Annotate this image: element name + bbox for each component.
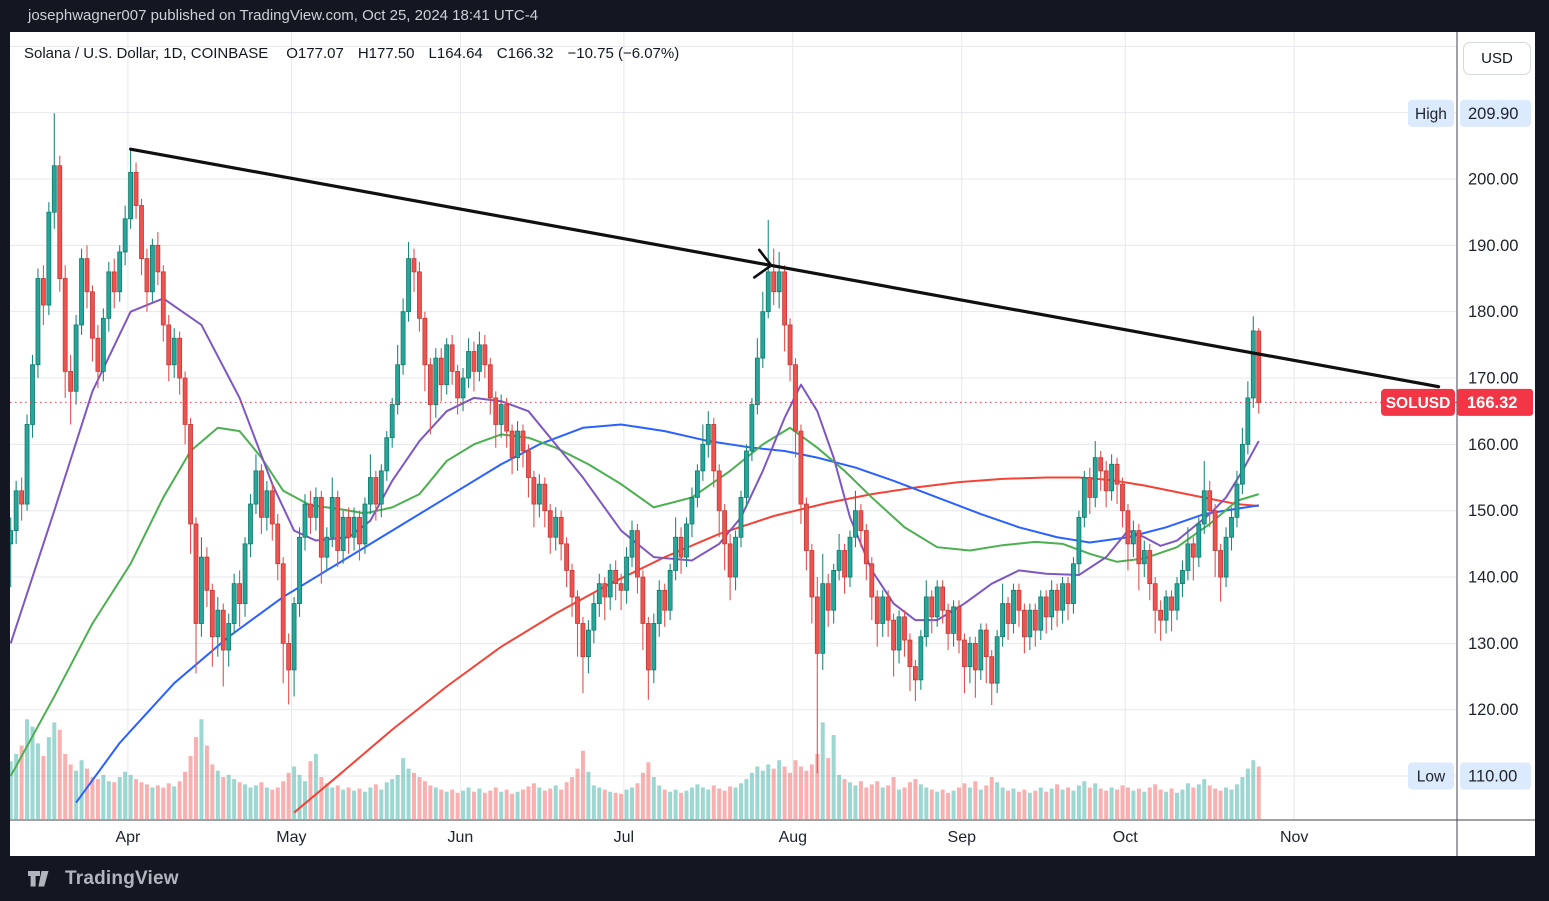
currency-label: USD: [1481, 50, 1513, 67]
symbol-title-row: Solana / U.S. Dollar, 1D, COINBASE O177.0…: [24, 45, 693, 62]
footer-bar: TradingView: [0, 856, 1549, 901]
volume-bars: [10, 719, 1261, 819]
svg-text:Sep: Sep: [948, 829, 977, 846]
svg-text:160.00: 160.00: [1468, 436, 1518, 454]
svg-text:120.00: 120.00: [1468, 701, 1518, 719]
ma-slow-blue: [75, 423, 1259, 804]
price-chart[interactable]: 200.00 190.00 180.00 170.00 160.00 150.00 140.…: [10, 32, 1535, 856]
time-axis-labels: Apr May Jun Jul Aug Sep Oct Nov: [115, 829, 1308, 846]
descending-trendline[interactable]: [128, 147, 1441, 389]
symbol-description[interactable]: Solana / U.S. Dollar, 1D, COINBASE: [24, 45, 269, 62]
svg-text:180.00: 180.00: [1468, 303, 1518, 321]
ma-long-red: [293, 476, 1259, 814]
ohlc-close: C166.32: [496, 45, 554, 62]
svg-text:Nov: Nov: [1280, 829, 1308, 846]
axis-frame: [10, 32, 1535, 856]
svg-text:Jul: Jul: [614, 829, 634, 846]
ohlc-open: O177.07: [286, 45, 344, 62]
svg-text:Low: Low: [1417, 769, 1446, 786]
ma-mid-green: [10, 426, 1260, 777]
svg-text:Jun: Jun: [447, 829, 473, 846]
svg-text:166.32: 166.32: [1467, 394, 1517, 412]
svg-text:190.00: 190.00: [1468, 237, 1518, 255]
grid-lines: [10, 32, 1457, 820]
svg-text:150.00: 150.00: [1468, 502, 1518, 520]
currency-button[interactable]: USD: [1463, 42, 1531, 75]
tradingview-brand-text[interactable]: TradingView: [65, 867, 179, 889]
publish-bar: josephwagner007 published on TradingView…: [0, 0, 1549, 32]
chart-panel[interactable]: 200.00 190.00 180.00 170.00 160.00 150.00 140.…: [10, 32, 1535, 856]
ohlc-high: H177.50: [357, 45, 415, 62]
tradingview-logo-icon[interactable]: [28, 870, 55, 887]
svg-text:130.00: 130.00: [1468, 635, 1518, 653]
publish-text: josephwagner007 published on TradingView…: [28, 7, 539, 24]
last-price-tag: SOLUSD 166.32: [1381, 388, 1533, 416]
ma-fast-purple: [10, 297, 1260, 644]
svg-text:Aug: Aug: [779, 829, 807, 846]
svg-text:209.90: 209.90: [1468, 105, 1518, 123]
svg-text:High: High: [1415, 106, 1447, 123]
svg-text:110.00: 110.00: [1468, 768, 1517, 786]
svg-text:200.00: 200.00: [1468, 171, 1518, 189]
svg-text:May: May: [276, 829, 306, 846]
change-value: −10.75 (−6.07%): [567, 45, 680, 62]
svg-text:170.00: 170.00: [1468, 370, 1518, 388]
svg-text:Oct: Oct: [1113, 829, 1138, 846]
price-axis-labels: 200.00 190.00 180.00 170.00 160.00 150.00 140.…: [1468, 171, 1518, 720]
svg-text:140.00: 140.00: [1468, 569, 1518, 587]
svg-text:SOLUSD: SOLUSD: [1386, 395, 1451, 412]
high-low-tags: High 209.90 Low 110.00: [1408, 99, 1531, 790]
ohlc-low: L164.64: [428, 45, 483, 62]
svg-text:Apr: Apr: [115, 829, 141, 846]
candles: [10, 113, 1262, 774]
